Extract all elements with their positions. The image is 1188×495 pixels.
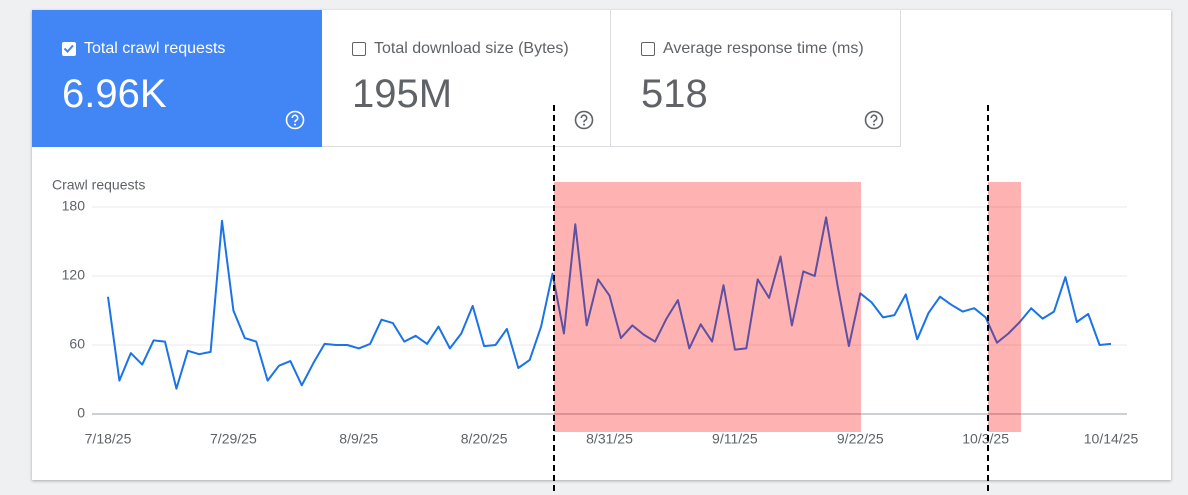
- x-tick-label: 10/3/25: [962, 431, 1009, 447]
- x-tick-label: 8/9/25: [339, 431, 378, 447]
- y-tick-label: 180: [62, 198, 86, 214]
- data-line: [107, 216, 1112, 390]
- y-tick-label: 0: [77, 405, 85, 421]
- card-label: Total download size (Bytes): [374, 40, 569, 57]
- card-value: 6.96K: [62, 72, 167, 116]
- x-tick-label: 8/20/25: [461, 431, 508, 447]
- x-tick-label: 9/11/25: [712, 431, 758, 447]
- x-tick-label: 7/29/25: [210, 431, 257, 447]
- card-label: Total crawl requests: [84, 40, 226, 57]
- y-tick-label: 60: [69, 336, 85, 352]
- x-tick-label: 10/14/25: [1084, 431, 1139, 447]
- metric-card[interactable]: Total crawl requests 6.96K: [32, 10, 322, 147]
- y-tick-label: 120: [62, 267, 86, 283]
- highlight-region: [554, 182, 861, 432]
- checkbox[interactable]: [352, 42, 366, 56]
- checkbox[interactable]: [641, 42, 655, 56]
- help-icon[interactable]: [574, 110, 594, 130]
- help-icon[interactable]: [864, 110, 884, 130]
- metric-card[interactable]: Average response time (ms) 518: [611, 10, 901, 147]
- check-icon: [63, 44, 74, 53]
- x-tick-label: 8/31/25: [586, 431, 633, 447]
- y-axis-title: Crawl requests: [52, 177, 145, 193]
- checkbox[interactable]: [62, 42, 76, 56]
- x-tick-label: 7/18/25: [85, 431, 132, 447]
- card-value: 518: [641, 72, 708, 116]
- highlight-region: [988, 182, 1021, 432]
- metric-card[interactable]: Total download size (Bytes) 195M: [322, 10, 611, 147]
- card-label: Average response time (ms): [663, 40, 864, 57]
- card-value: 195M: [352, 72, 453, 116]
- x-tick-label: 9/22/25: [837, 431, 884, 447]
- help-icon[interactable]: [285, 110, 305, 130]
